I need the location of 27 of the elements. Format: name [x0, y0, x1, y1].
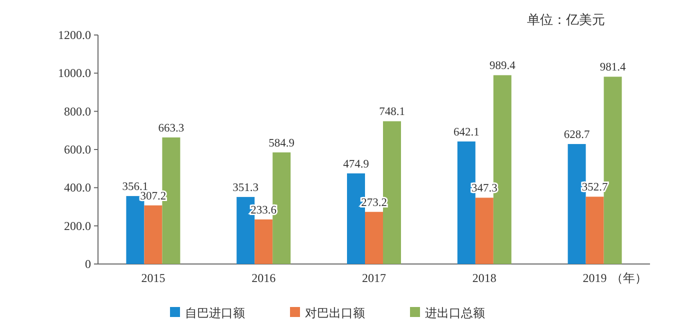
y-tick-label: 1000.0 [58, 66, 91, 80]
y-tick-label: 400.0 [64, 180, 91, 195]
legend-label: 对巴出口额 [305, 306, 365, 320]
data-label: 628.7 [564, 129, 590, 142]
legend-label: 进出口总额 [425, 306, 485, 320]
data-label: 474.9 [343, 158, 370, 170]
x-tick-label: 2015 [141, 271, 166, 285]
y-tick-label: 800.0 [64, 104, 91, 118]
x-axis-title: （年） [610, 271, 647, 285]
data-label: 351.3 [232, 182, 259, 194]
data-label: 748.1 [379, 106, 406, 118]
y-tick-label: 200.0 [64, 218, 91, 233]
y-tick-label: 1200.0 [58, 28, 91, 42]
y-tick-label: 0 [85, 257, 91, 271]
data-label: 663.3 [158, 122, 184, 134]
legend-label: 自巴进口额 [185, 306, 245, 320]
data-label: 989.4 [489, 60, 516, 72]
x-tick-label: 2019 [582, 271, 607, 285]
x-tick-label: 2017 [362, 271, 386, 285]
y-tick-label: 600.0 [64, 142, 91, 156]
x-tick-label: 2018 [472, 271, 496, 285]
data-label: 981.4 [600, 62, 626, 74]
data-label: 584.9 [268, 137, 295, 150]
x-tick-label: 2016 [252, 271, 276, 285]
data-label: 642.1 [453, 126, 480, 138]
data-label: 356.1 [122, 181, 148, 194]
text: 单位：亿美元 [527, 12, 605, 27]
